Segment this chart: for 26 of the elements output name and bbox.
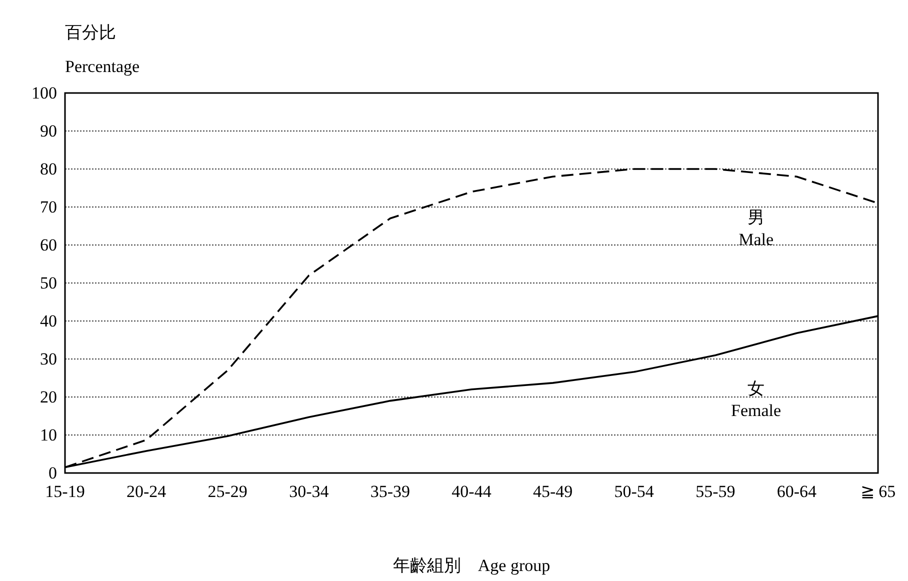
x-tick-label: 30-34 <box>289 482 330 502</box>
y-axis-title: 百分比 Percentage <box>65 23 140 76</box>
y-tick-label: 50 <box>40 273 57 292</box>
x-tick-label: 35-39 <box>370 482 410 502</box>
x-tick-label: 60-64 <box>776 482 818 502</box>
x-tick-label: ≧ 65 <box>860 482 896 502</box>
y-tick-label: 100 <box>32 83 57 102</box>
x-tick-label: 40-44 <box>452 482 492 502</box>
y-tick-label: 30 <box>40 349 57 368</box>
y-tick-label: 0 <box>48 463 57 482</box>
x-tick-label: 20-24 <box>126 482 167 502</box>
y-tick-label: 20 <box>40 387 57 406</box>
y-tick-label: 90 <box>40 121 57 140</box>
x-tick-label: 50-54 <box>614 482 654 502</box>
y-tick-label: 60 <box>40 235 57 254</box>
x-axis-title: 年齡組別 Age group <box>392 556 550 575</box>
x-tick-label: 15-19 <box>45 482 85 502</box>
y-tick-label: 80 <box>40 159 57 178</box>
y-tick-label: 40 <box>40 311 57 330</box>
y-tick-label: 70 <box>40 197 57 216</box>
series-label: 男 Male <box>738 208 774 249</box>
x-tick-label: 45-49 <box>532 482 573 502</box>
series-label: 女 Female <box>731 379 782 420</box>
x-tick-label: 25-29 <box>208 482 248 502</box>
y-tick-label: 10 <box>40 425 57 444</box>
x-tick-label: 55-59 <box>696 482 736 502</box>
